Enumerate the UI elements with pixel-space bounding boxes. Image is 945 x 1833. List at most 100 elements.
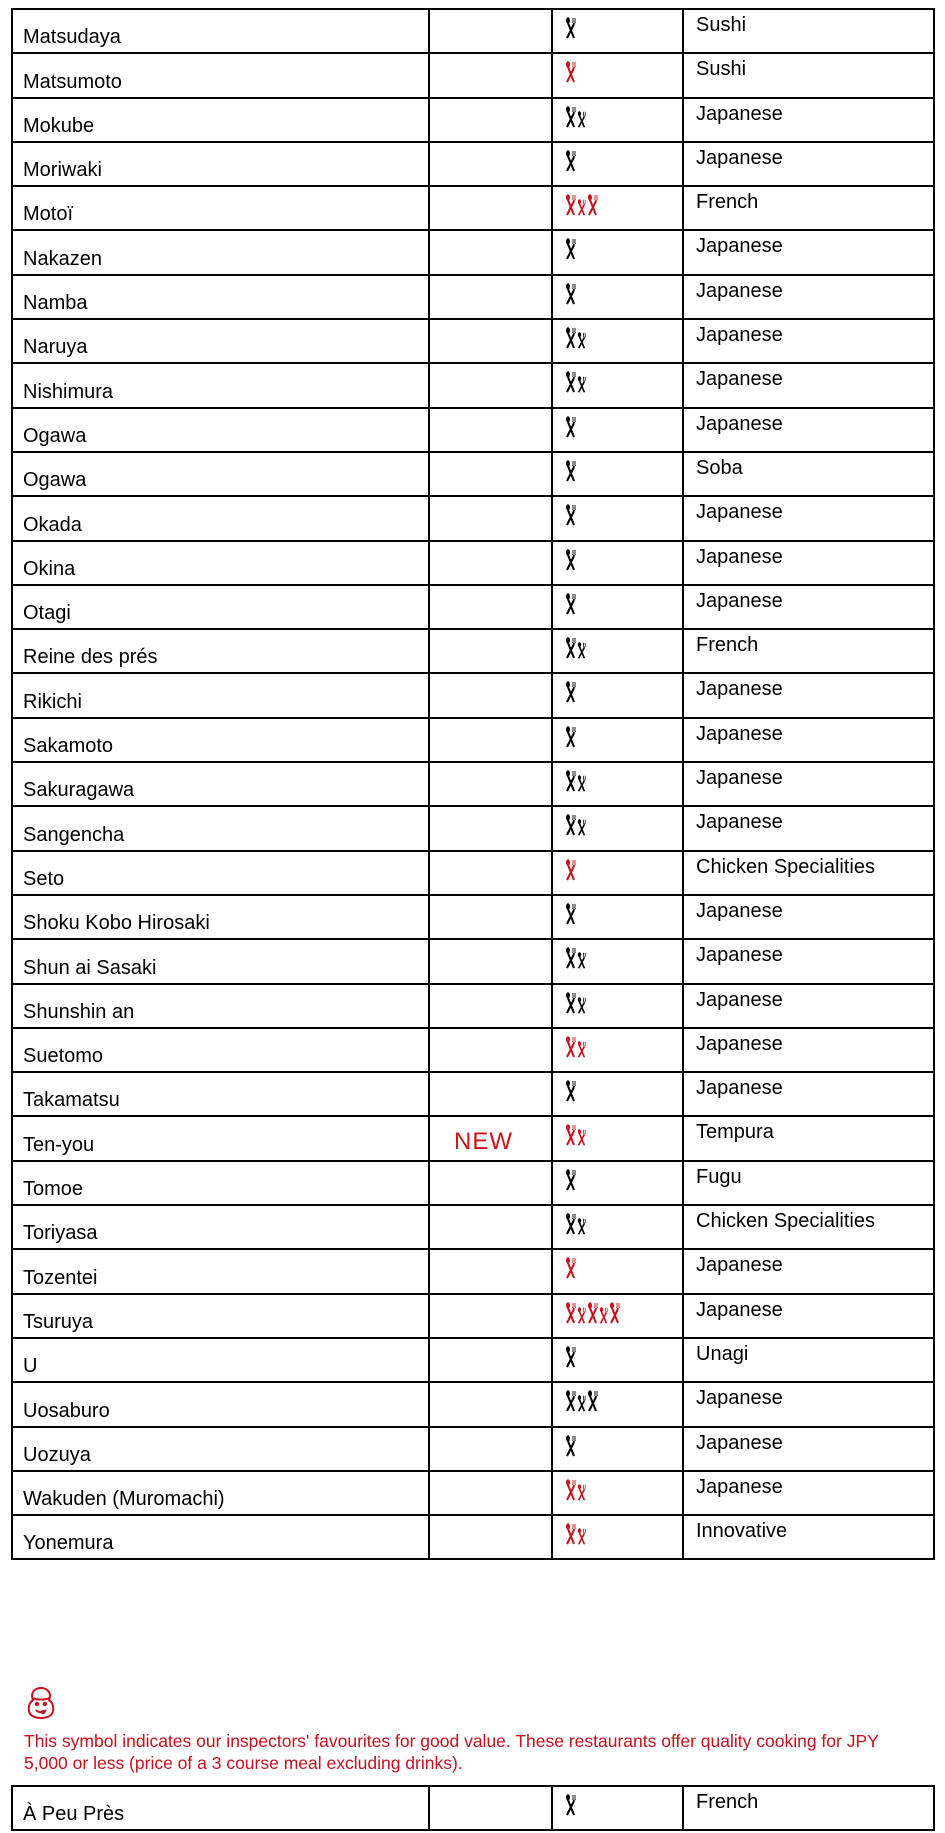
cuisine-cell: Japanese	[682, 805, 935, 852]
table-row: Tomoe Fugu	[11, 1159, 935, 1207]
cuisine-cell: Unagi	[682, 1336, 935, 1384]
name-cell: Moriwaki	[11, 140, 430, 188]
table-row: Ogawa Soba	[11, 450, 935, 498]
tag-cell	[428, 672, 553, 719]
cuisine-type: Japanese	[696, 279, 783, 302]
name-cell: Ogawa	[11, 406, 430, 453]
name-cell: Sakamoto	[11, 716, 430, 764]
fork-spoon-icon	[587, 1390, 598, 1412]
comfort-cell	[551, 1292, 684, 1339]
tag-cell: NEW	[428, 1115, 553, 1162]
name-cell: Tozentei	[11, 1248, 430, 1295]
cuisine-cell: Sushi	[682, 52, 935, 99]
fork-spoon-icon	[577, 194, 586, 216]
cuisine-type: French	[696, 1791, 759, 1813]
tag-cell	[428, 628, 553, 675]
comfort-cell	[551, 672, 684, 719]
cuisine-cell: Sushi	[682, 7, 935, 55]
fork-spoon-icon	[565, 681, 576, 703]
restaurant-name: Mokube	[23, 114, 95, 137]
fork-spoon-icon	[565, 947, 576, 969]
comfort-cell	[551, 893, 684, 941]
fork-spoon-icon	[565, 1434, 576, 1457]
comfort-cell	[551, 1071, 684, 1118]
table-row: U Unagi	[11, 1336, 935, 1384]
comfort-cell	[551, 583, 684, 631]
tag-cell	[428, 1159, 553, 1207]
fork-spoon-icon	[565, 593, 576, 615]
fork-spoon-icon	[565, 371, 576, 393]
comfort-cell	[551, 849, 684, 896]
fork-spoon-icon	[577, 1213, 586, 1235]
fork-spoon-icon	[577, 1479, 586, 1501]
comfort-cell	[551, 1248, 684, 1295]
fork-spoon-icon	[565, 150, 576, 172]
tag-cell	[428, 1381, 553, 1428]
fork-spoon-icon	[577, 637, 586, 659]
restaurant-name: Naruya	[23, 336, 88, 359]
comfort-rating	[565, 770, 586, 792]
cuisine-cell: Japanese	[682, 716, 935, 764]
cuisine-type: Japanese	[696, 1431, 783, 1454]
tag-cell	[428, 1204, 553, 1251]
cuisine-type: Chicken Specialities	[696, 855, 875, 878]
name-cell: Naruya	[11, 318, 430, 365]
comfort-rating	[565, 903, 576, 925]
comfort-cell	[551, 185, 684, 232]
comfort-rating	[565, 1523, 586, 1545]
comfort-rating	[565, 548, 576, 571]
cuisine-cell: Japanese	[682, 982, 935, 1029]
tag-cell	[428, 583, 553, 631]
name-cell: Rikichi	[11, 672, 430, 719]
fork-spoon-icon	[577, 1302, 586, 1324]
fork-spoon-icon	[565, 61, 576, 83]
tag-cell	[428, 893, 553, 941]
restaurant-name: Matsudaya	[23, 26, 121, 49]
tag-cell	[428, 185, 553, 232]
tag-cell	[428, 273, 553, 321]
name-cell: Tomoe	[11, 1159, 430, 1207]
cuisine-type: Sushi	[696, 58, 747, 81]
comfort-cell	[551, 716, 684, 764]
restaurant-name: Sangencha	[23, 823, 125, 846]
comfort-cell	[551, 1784, 684, 1832]
cuisine-cell: Japanese	[682, 1381, 935, 1428]
restaurant-name: Shunshin an	[23, 1000, 135, 1023]
name-cell: Uozuya	[11, 1425, 430, 1472]
cuisine-cell: French	[682, 1784, 935, 1832]
name-cell: Shun ai Sasaki	[11, 938, 430, 985]
comfort-rating	[565, 726, 576, 748]
comfort-rating	[565, 1124, 586, 1146]
comfort-cell	[551, 52, 684, 99]
cuisine-type: Japanese	[696, 1387, 783, 1410]
fork-spoon-icon	[587, 194, 598, 216]
table-row: Rikichi Japanese	[11, 672, 935, 719]
fork-spoon-icon	[577, 814, 586, 836]
comfort-cell	[551, 1026, 684, 1074]
comfort-cell	[551, 1425, 684, 1472]
cuisine-type: Japanese	[696, 368, 783, 391]
cuisine-cell: Innovative	[682, 1514, 935, 1561]
cuisine-type: Japanese	[696, 988, 783, 1011]
name-cell: À Peu Près	[11, 1784, 430, 1832]
fork-spoon-icon	[565, 105, 576, 128]
comfort-cell	[551, 1159, 684, 1207]
cuisine-cell: Soba	[682, 450, 935, 498]
fork-spoon-icon	[577, 992, 586, 1014]
name-cell: Motoï	[11, 185, 430, 232]
cuisine-cell: Japanese	[682, 96, 935, 143]
restaurant-name: Nishimura	[23, 380, 114, 403]
tag-cell	[428, 7, 553, 55]
tag-cell	[428, 1292, 553, 1339]
fork-spoon-icon	[565, 1390, 576, 1412]
comfort-cell	[551, 96, 684, 143]
name-cell: Nishimura	[11, 362, 430, 409]
cuisine-type: Japanese	[696, 501, 783, 524]
fork-spoon-icon	[587, 1301, 598, 1324]
name-cell: Sakuragawa	[11, 761, 430, 808]
comfort-rating	[565, 858, 576, 881]
comfort-rating	[565, 1213, 586, 1235]
tag-cell	[428, 96, 553, 143]
cuisine-type: Japanese	[696, 324, 783, 347]
cuisine-cell: Japanese	[682, 318, 935, 365]
